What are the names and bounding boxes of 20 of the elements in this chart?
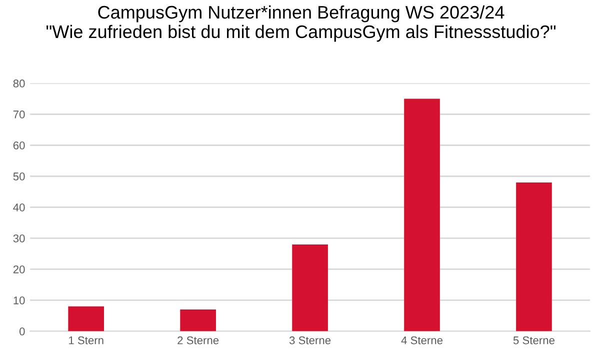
y-tick-label: 80: [13, 80, 25, 88]
chart-title: CampusGym Nutzer*innen Befragung WS 2023/24 "Wie zufrieden bist du mit dem CampusGym als Fitnessstudio?": [46, 5, 556, 42]
y-tick-label: 0: [19, 327, 25, 336]
y-tick-label: 70: [13, 110, 25, 118]
bar: [404, 98, 440, 332]
bar: [292, 244, 328, 332]
x-tick-label: 5 Sterne: [513, 336, 554, 344]
y-tick-label: 20: [13, 266, 25, 274]
x-tick-label: 4 Sterne: [401, 336, 443, 344]
bar: [180, 310, 216, 332]
y-tick-label: 60: [13, 142, 25, 150]
x-tick-label: 3 Sterne: [289, 336, 331, 344]
bar: [516, 182, 552, 332]
y-tick-label: 40: [13, 204, 25, 212]
y-tick-label: 50: [13, 172, 25, 180]
x-tick-label: 1 Stern: [69, 336, 104, 344]
y-tick-label: 30: [13, 234, 25, 242]
x-tick-label: 2 Sterne: [178, 336, 219, 344]
y-tick-label: 10: [14, 296, 25, 304]
bar: [68, 306, 104, 332]
